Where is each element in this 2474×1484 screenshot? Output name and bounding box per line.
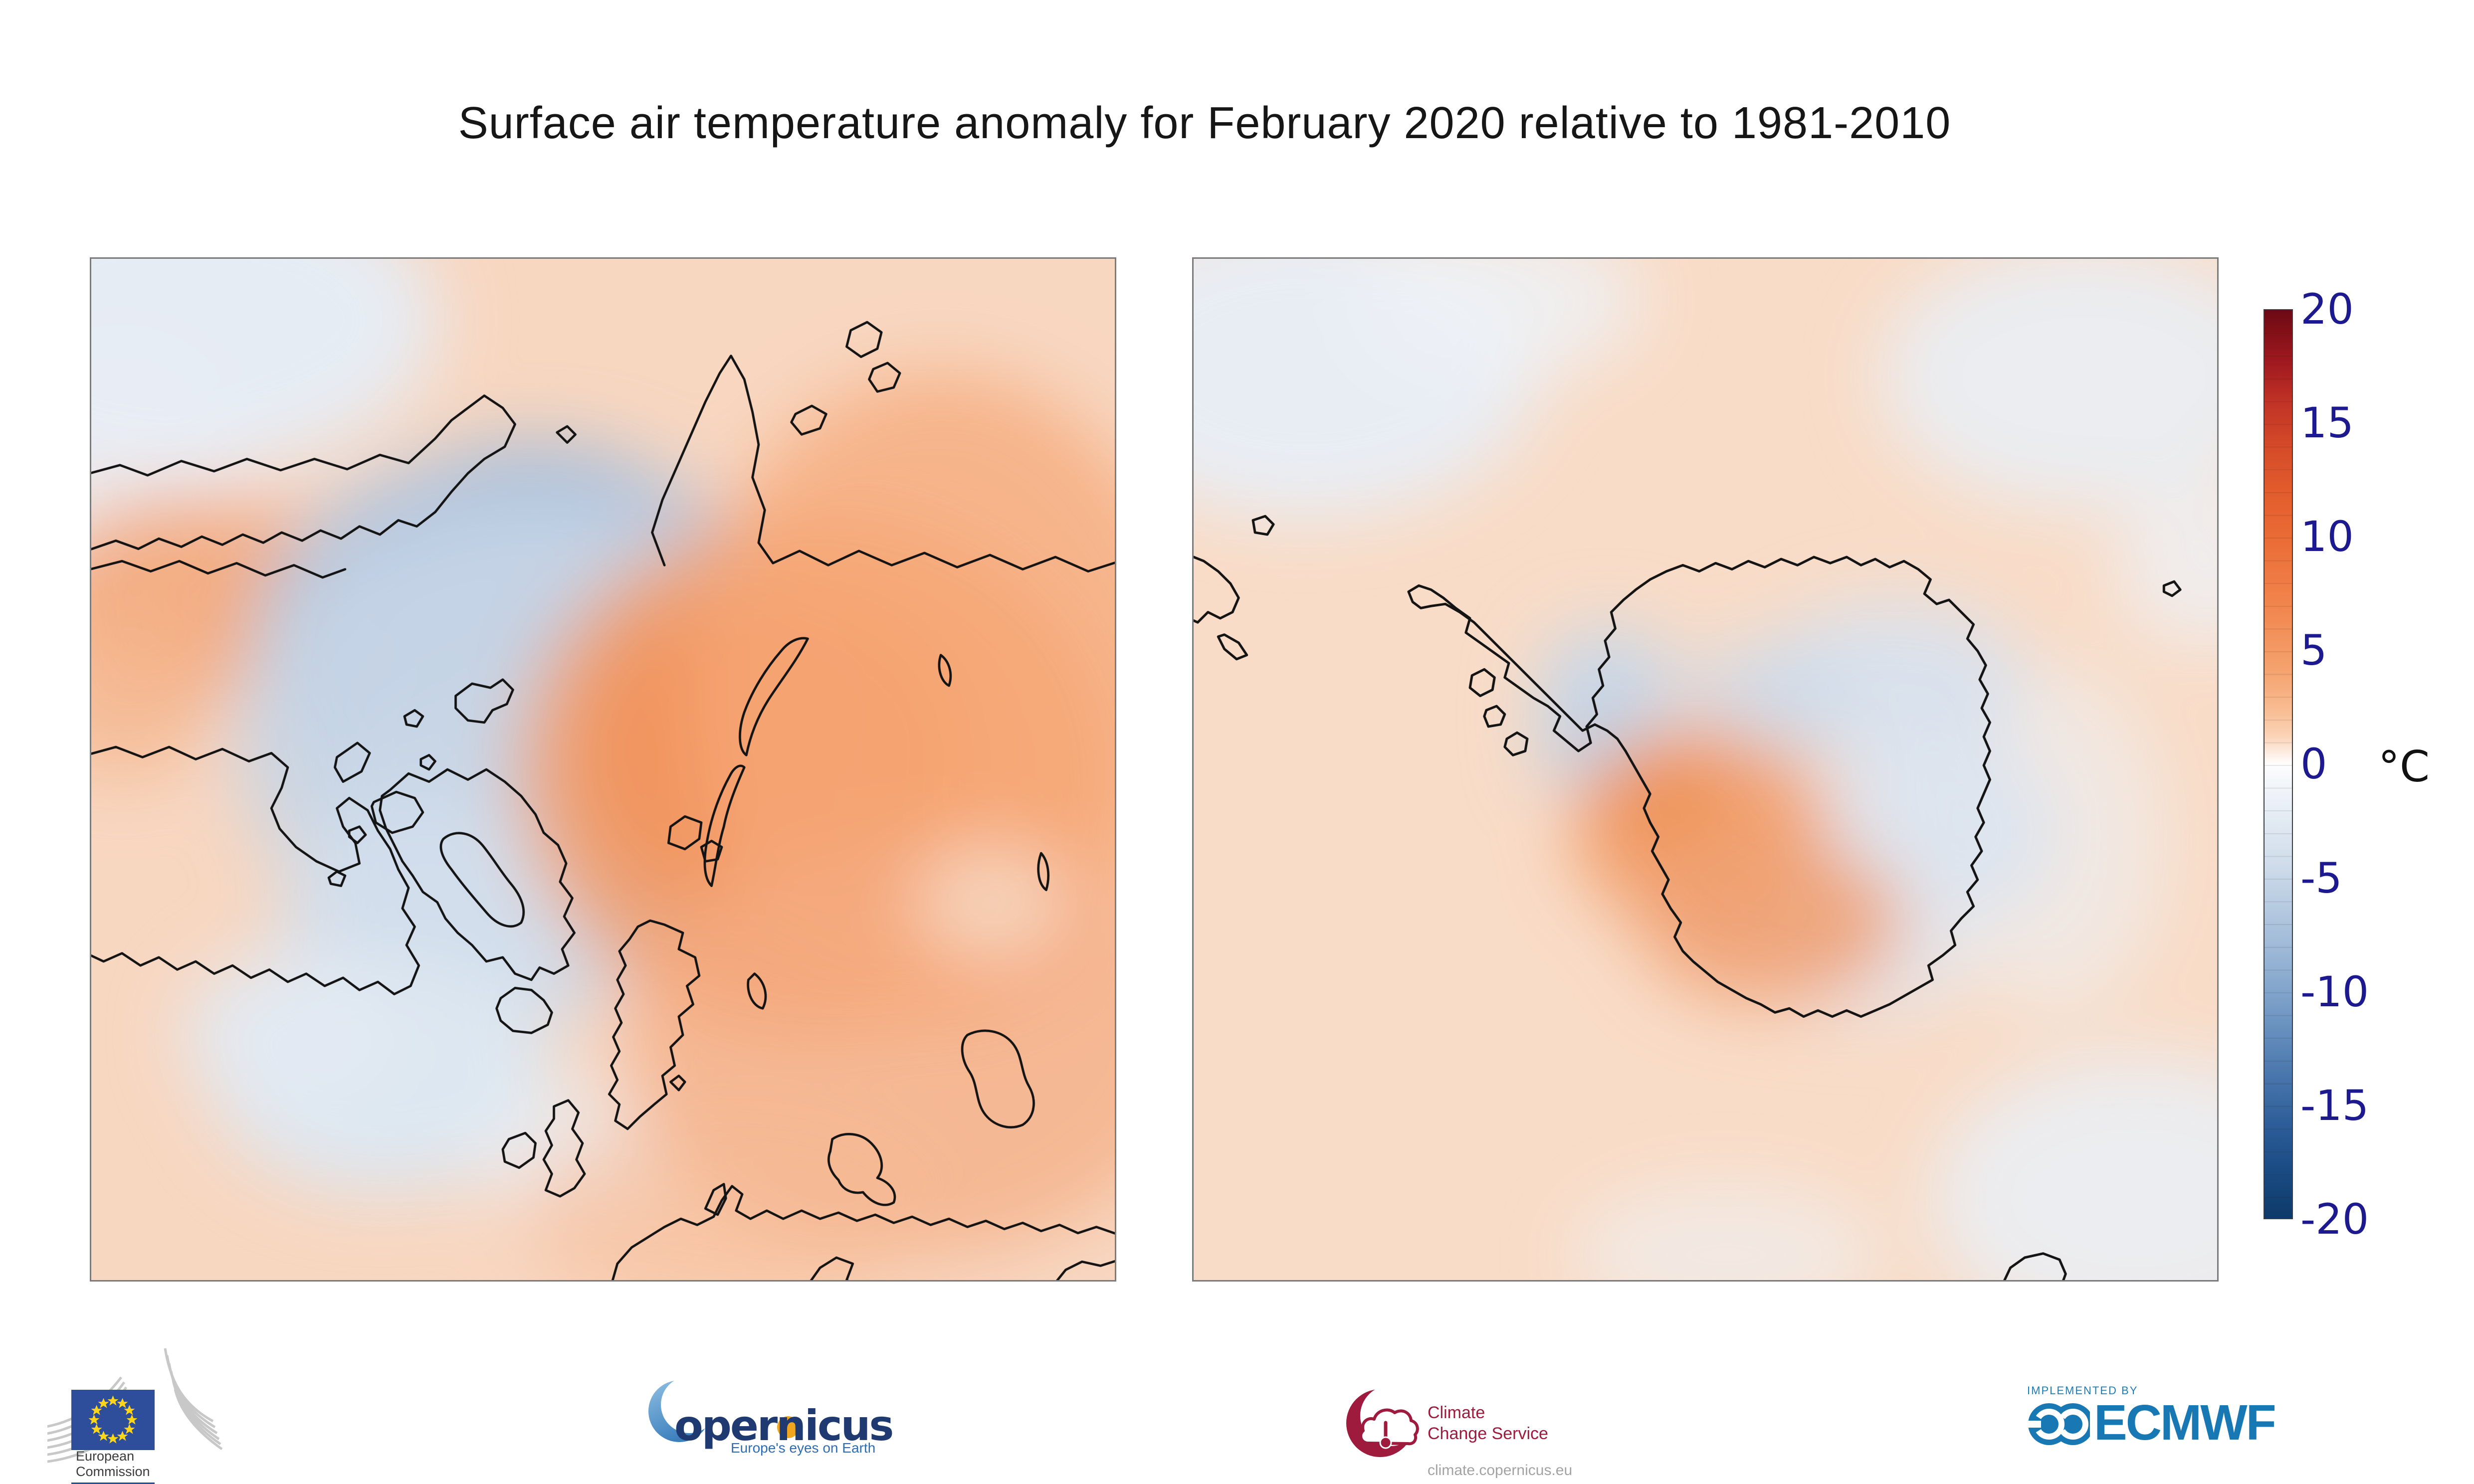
c3s-url: climate.copernicus.eu	[1428, 1462, 1573, 1479]
ecmwf-wordmark: ECMWF	[2094, 1395, 2276, 1451]
colorbar-tick-10: 10	[2300, 512, 2354, 561]
colorbar-unit-label: °C	[2378, 742, 2430, 792]
c3s-wordmark-line2: Change Service	[1428, 1424, 1548, 1443]
antarctic-coastlines	[1194, 515, 2182, 1280]
copernicus-tagline: Europe's eyes on Earth	[731, 1440, 876, 1456]
ec-underline-bar	[71, 1483, 155, 1484]
colorbar-tick-0: 0	[2300, 740, 2327, 788]
antarctic-map-panel	[1192, 257, 2219, 1282]
copernicus-crescent-icon	[648, 1376, 716, 1442]
antarctic-map-canvas	[1194, 259, 2217, 1280]
temperature-colorbar	[2264, 309, 2293, 1219]
colorbar-tick-20: 20	[2300, 285, 2354, 334]
ec-wordmark: European Commission	[76, 1449, 150, 1480]
ecmwf-implemented-by-label: IMPLEMENTED BY	[2027, 1384, 2138, 1397]
ecmwf-emblem-icon	[2025, 1403, 2090, 1445]
arctic-map-panel	[90, 257, 1116, 1282]
ec-wordmark-line2: Commission	[76, 1464, 150, 1479]
arctic-anomaly-field	[91, 259, 1115, 1280]
ecmwf-logo: IMPLEMENTED BY ECMWF	[2015, 1381, 2314, 1476]
climate-change-service-logo: Climate Change Service climate.copernicu…	[1337, 1366, 1656, 1484]
colorbar-tick-5: 5	[2300, 626, 2327, 675]
eu-flag-icon	[71, 1390, 155, 1450]
colorbar-tick-m15: -15	[2300, 1081, 2369, 1130]
copernicus-orange-dot-icon	[777, 1416, 799, 1438]
european-commission-logo: European Commission	[43, 1341, 327, 1484]
colorbar-tick-15: 15	[2300, 398, 2354, 447]
antarctic-anomaly-field	[1194, 259, 2217, 1280]
ec-wordmark-line1: European	[76, 1449, 135, 1464]
colorbar-tick-m20: -20	[2300, 1195, 2369, 1244]
copernicus-wordmark: opernicus	[674, 1401, 894, 1450]
arctic-map-canvas	[91, 259, 1115, 1280]
c3s-cloud-thermometer-icon	[1346, 1385, 1419, 1457]
copernicus-logo: opernicus Europe's eyes on Earth	[643, 1366, 923, 1484]
page-title: Surface air temperature anomaly for Febr…	[458, 98, 1951, 148]
c3s-wordmark: Climate Change Service	[1428, 1402, 1548, 1444]
colorbar-tick-m10: -10	[2300, 967, 2369, 1016]
c3s-wordmark-line1: Climate	[1428, 1403, 1485, 1422]
arctic-coastlines	[91, 321, 1115, 1280]
colorbar-tick-m5: -5	[2300, 854, 2342, 903]
